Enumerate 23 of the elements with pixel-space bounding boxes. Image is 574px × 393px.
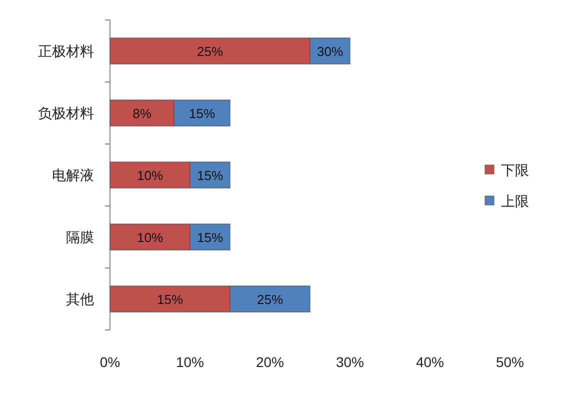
annotation: 15% <box>196 230 224 245</box>
annotation: 15% <box>196 168 224 183</box>
annotation: 25% <box>256 292 284 307</box>
data-label: 8% <box>132 106 152 121</box>
y-tick-label: 负极材料 <box>38 105 94 121</box>
x-tick-label: 30% <box>336 354 364 370</box>
x-tick-label: 0% <box>100 354 120 370</box>
y-tick-label: 隔膜 <box>66 229 94 245</box>
y-tick-label: 正极材料 <box>38 43 94 59</box>
x-tick-label: 20% <box>256 354 284 370</box>
data-label: 10% <box>136 230 164 245</box>
data-label: 15% <box>156 292 184 307</box>
legend-label: 下限 <box>501 162 529 178</box>
annotation: 30% <box>316 44 344 59</box>
data-label: 25% <box>196 44 224 59</box>
annotation: 15% <box>188 106 216 121</box>
x-tick-label: 10% <box>176 354 204 370</box>
y-tick-label: 其他 <box>66 291 94 307</box>
x-tick-label: 50% <box>496 354 524 370</box>
y-tick-label: 电解液 <box>52 167 94 183</box>
x-tick-label: 40% <box>416 354 444 370</box>
data-label: 10% <box>136 168 164 183</box>
legend-label: 上限 <box>501 193 529 209</box>
